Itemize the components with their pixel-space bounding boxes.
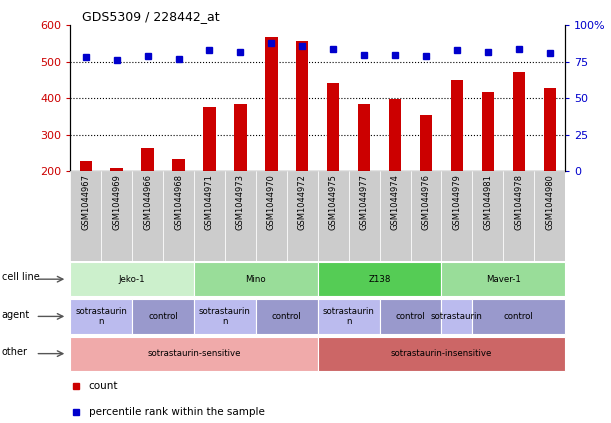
Bar bbox=[327, 82, 339, 171]
Bar bbox=[534, 171, 565, 261]
Text: cell line: cell line bbox=[2, 272, 40, 282]
Text: GSM1044966: GSM1044966 bbox=[143, 174, 152, 230]
Bar bbox=[132, 171, 163, 261]
Text: GSM1044971: GSM1044971 bbox=[205, 174, 214, 230]
Text: GSM1044978: GSM1044978 bbox=[514, 174, 523, 230]
Text: agent: agent bbox=[2, 310, 30, 319]
Bar bbox=[420, 115, 432, 171]
Bar bbox=[172, 159, 185, 171]
Bar bbox=[70, 299, 132, 333]
Text: GSM1044968: GSM1044968 bbox=[174, 174, 183, 230]
Text: GSM1044981: GSM1044981 bbox=[483, 174, 492, 230]
Text: Mino: Mino bbox=[246, 275, 266, 284]
Bar bbox=[472, 171, 503, 261]
Text: GSM1044973: GSM1044973 bbox=[236, 174, 245, 230]
Bar bbox=[442, 171, 472, 261]
Bar bbox=[70, 171, 101, 261]
Bar bbox=[389, 99, 401, 171]
Bar bbox=[234, 104, 247, 171]
Bar bbox=[70, 337, 318, 371]
Text: GSM1044977: GSM1044977 bbox=[360, 174, 368, 230]
Bar bbox=[318, 171, 349, 261]
Bar bbox=[379, 299, 442, 333]
Text: GSM1044972: GSM1044972 bbox=[298, 174, 307, 230]
Bar bbox=[203, 107, 216, 171]
Text: sotrastaurin
n: sotrastaurin n bbox=[75, 307, 127, 326]
Text: GSM1044979: GSM1044979 bbox=[452, 174, 461, 230]
Bar bbox=[194, 171, 225, 261]
Text: count: count bbox=[89, 382, 118, 391]
Bar bbox=[441, 299, 472, 333]
Bar bbox=[513, 72, 525, 171]
Text: Maver-1: Maver-1 bbox=[486, 275, 521, 284]
Bar bbox=[349, 171, 379, 261]
Text: sotrastaurin-insensitive: sotrastaurin-insensitive bbox=[391, 349, 492, 358]
Text: GDS5309 / 228442_at: GDS5309 / 228442_at bbox=[82, 10, 220, 23]
Bar bbox=[358, 104, 370, 171]
Bar bbox=[194, 262, 318, 296]
Text: sotrastaurin-sensitive: sotrastaurin-sensitive bbox=[147, 349, 241, 358]
Text: GSM1044975: GSM1044975 bbox=[329, 174, 338, 230]
Bar bbox=[451, 80, 463, 171]
Text: GSM1044967: GSM1044967 bbox=[81, 174, 90, 230]
Bar bbox=[287, 171, 318, 261]
Bar bbox=[101, 171, 132, 261]
Bar bbox=[79, 161, 92, 171]
Bar bbox=[132, 299, 194, 333]
Text: percentile rank within the sample: percentile rank within the sample bbox=[89, 407, 265, 417]
Bar bbox=[256, 171, 287, 261]
Bar bbox=[411, 171, 442, 261]
Bar bbox=[265, 37, 277, 171]
Bar bbox=[503, 171, 534, 261]
Bar bbox=[379, 171, 411, 261]
Bar bbox=[544, 88, 556, 171]
Text: GSM1044976: GSM1044976 bbox=[422, 174, 431, 230]
Text: GSM1044969: GSM1044969 bbox=[112, 174, 121, 230]
Text: other: other bbox=[2, 347, 28, 357]
Text: sotrastaurin: sotrastaurin bbox=[431, 312, 483, 321]
Bar bbox=[481, 92, 494, 171]
Text: Jeko-1: Jeko-1 bbox=[119, 275, 145, 284]
Text: control: control bbox=[272, 312, 302, 321]
Text: sotrastaurin
n: sotrastaurin n bbox=[323, 307, 375, 326]
Bar bbox=[296, 41, 309, 171]
Text: sotrastaurin
n: sotrastaurin n bbox=[199, 307, 251, 326]
Text: GSM1044970: GSM1044970 bbox=[267, 174, 276, 230]
Bar bbox=[111, 168, 123, 171]
Bar bbox=[318, 299, 379, 333]
Bar bbox=[225, 171, 256, 261]
Bar bbox=[472, 299, 565, 333]
Bar bbox=[141, 148, 154, 171]
Bar bbox=[318, 262, 442, 296]
Bar bbox=[318, 337, 565, 371]
Text: GSM1044980: GSM1044980 bbox=[545, 174, 554, 230]
Text: control: control bbox=[504, 312, 533, 321]
Bar bbox=[70, 262, 194, 296]
Bar bbox=[256, 299, 318, 333]
Text: GSM1044974: GSM1044974 bbox=[390, 174, 400, 230]
Text: Z138: Z138 bbox=[368, 275, 391, 284]
Text: control: control bbox=[148, 312, 178, 321]
Bar bbox=[163, 171, 194, 261]
Bar bbox=[441, 262, 565, 296]
Bar bbox=[194, 299, 256, 333]
Text: control: control bbox=[396, 312, 425, 321]
